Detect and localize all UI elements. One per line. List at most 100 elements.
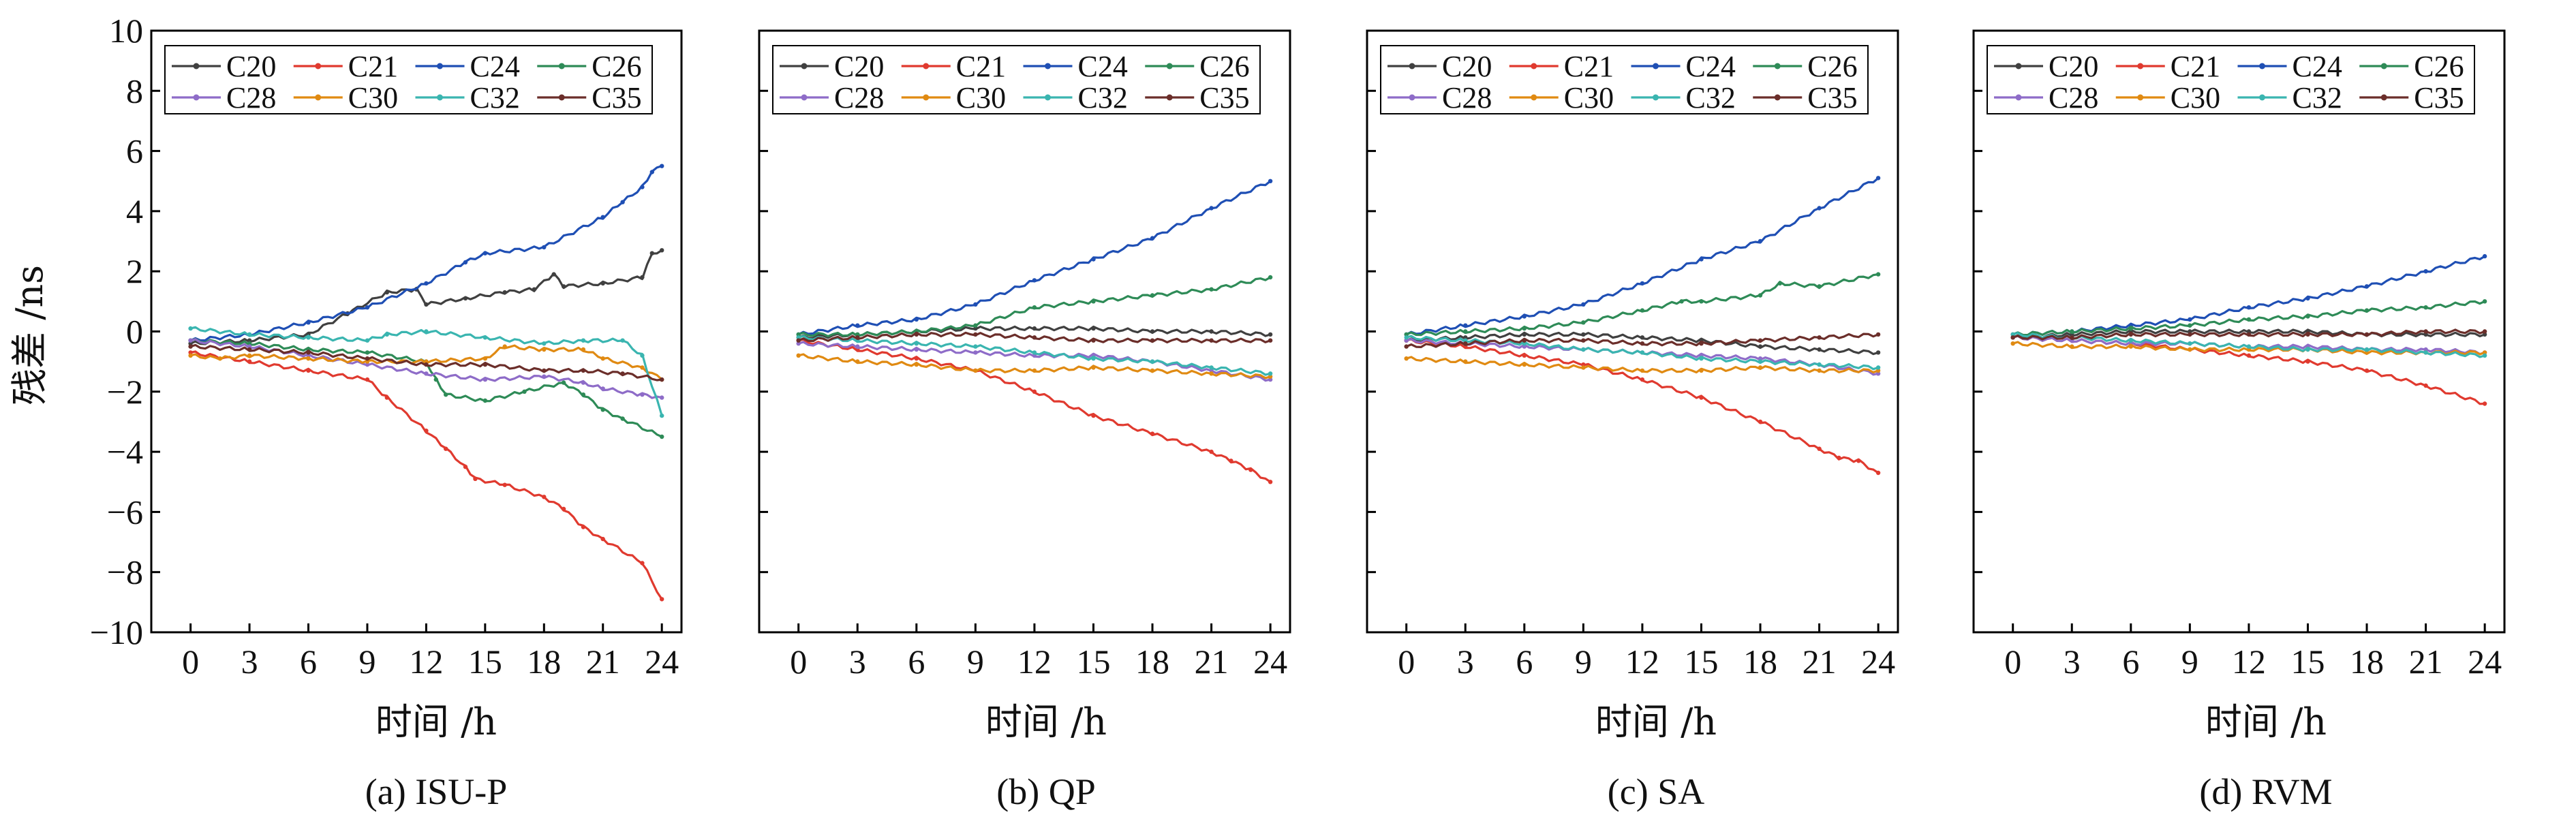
legend-marker-C32 (1045, 94, 1051, 101)
x-tick-label: 18 (1743, 642, 1777, 681)
series-C20-point (2246, 329, 2252, 334)
legend-label-C32: C32 (470, 81, 520, 114)
legend-marker-C30 (923, 94, 930, 101)
legend-label-C20: C20 (2049, 50, 2098, 83)
series-C35-point (660, 377, 664, 382)
series-C20-point (1522, 332, 1527, 337)
series-C30-point (1209, 371, 1214, 376)
x-tick-label: 15 (1684, 642, 1718, 681)
series-C35-point (2305, 332, 2310, 337)
legend-label-C35: C35 (1199, 81, 1249, 114)
series-C32-point (542, 341, 547, 346)
series-C32-point (1091, 356, 1096, 361)
series-C28-point (542, 374, 547, 379)
series-C28-point (2423, 347, 2428, 352)
legend-box (1380, 45, 1869, 114)
series-C20-point (1581, 332, 1586, 337)
x-tick-label: 0 (2004, 642, 2021, 681)
series-C35-point (2423, 329, 2428, 334)
series-C26-point (2482, 299, 2487, 304)
series-C24-point (482, 251, 488, 255)
series-C35-point (2364, 332, 2370, 337)
series-C20-point (188, 341, 193, 346)
series-C32-point (2188, 341, 2192, 346)
series-C28-point (365, 362, 370, 367)
series-C26-point (600, 407, 605, 412)
series-C26-point (1679, 299, 1684, 304)
series-C21-point (463, 465, 468, 469)
legend-marker-C21 (1531, 63, 1537, 69)
series-C20-point (1209, 329, 1214, 334)
series-C26-point (1699, 299, 1704, 304)
series-C26-point (522, 389, 527, 394)
legend-box (772, 45, 1261, 114)
series-C35-point (2482, 329, 2487, 334)
x-tick-label: 3 (241, 642, 258, 681)
series-C32-point (2482, 353, 2487, 358)
x-tick-label: 21 (1195, 642, 1229, 681)
series-C20-point (973, 326, 978, 331)
series-C26-point (1777, 281, 1783, 286)
legend-label-C26: C26 (592, 50, 641, 83)
series-C26-point (660, 434, 664, 439)
series-C24-point (660, 164, 664, 168)
legend-label-C32: C32 (2293, 81, 2342, 114)
legend-label-C21: C21 (2171, 50, 2220, 83)
series-C20-point (502, 290, 507, 295)
series-C30-point (1581, 365, 1586, 370)
legend-label-C32: C32 (1078, 81, 1128, 114)
series-C30-point (1758, 365, 1763, 370)
series-C20-point (247, 338, 252, 343)
series-C21-point (2423, 383, 2428, 388)
series-C26-point (796, 332, 801, 337)
series-C32-point (1522, 341, 1527, 346)
series-C35-point (914, 332, 919, 337)
series-C26-point (1875, 272, 1881, 277)
legend-label-C32: C32 (1686, 81, 1736, 114)
legend-marker-C28 (1409, 94, 1415, 101)
series-C28-point (914, 347, 919, 352)
series-C20-point (551, 272, 556, 277)
series-C30-point (855, 359, 860, 364)
series-C35-point (306, 350, 311, 355)
series-C28-point (1268, 377, 1273, 382)
series-C26-point (1581, 320, 1586, 325)
legend-marker-C20 (193, 63, 200, 69)
series-C21-point (247, 359, 252, 364)
series-C30-point (1032, 368, 1037, 373)
series-C32-point (384, 332, 389, 337)
legend-label-C21: C21 (1564, 50, 1614, 83)
series-C26-line (190, 337, 662, 438)
series-C21-point (1032, 389, 1037, 394)
series-C30-point (1817, 368, 1822, 373)
series-C26-point (2188, 323, 2192, 328)
series-C26-point (581, 392, 586, 397)
x-tick-label: 15 (2290, 642, 2325, 681)
series-C21-line (1406, 338, 1879, 474)
panel-a-ylabel: 残差 /ns (8, 265, 51, 405)
series-C26-point (2070, 329, 2074, 334)
x-tick-label: 18 (1135, 642, 1169, 681)
series-C35-point (1581, 338, 1586, 343)
series-C24-point (1699, 257, 1704, 262)
series-C24-point (1091, 257, 1096, 262)
series-C35-point (1817, 335, 1822, 340)
panel-c-caption: (c) SA (1608, 771, 1704, 812)
series-C24-point (973, 302, 978, 307)
series-C21-point (384, 395, 389, 400)
legend-box (1987, 45, 2475, 114)
series-C24-point (1758, 238, 1763, 244)
x-tick-label: 24 (1861, 642, 1895, 681)
series-C35-point (1699, 341, 1704, 346)
series-C24-point (640, 185, 645, 189)
series-C21-point (444, 446, 448, 451)
x-tick-label: 21 (2409, 642, 2443, 681)
series-C35-point (1268, 338, 1273, 343)
series-C30-point (188, 353, 193, 358)
series-C35-point (2128, 332, 2133, 337)
y-tick-label: −8 (107, 553, 143, 591)
series-C30-point (482, 356, 488, 361)
x-tick-label: 9 (1575, 642, 1592, 681)
panel-d: 0 3 6 9 12 15 18 21 24 C20 C21 C24 C26 C28 C30 C32 C35 时… (1972, 29, 2506, 812)
series-C26-point (1522, 326, 1527, 331)
